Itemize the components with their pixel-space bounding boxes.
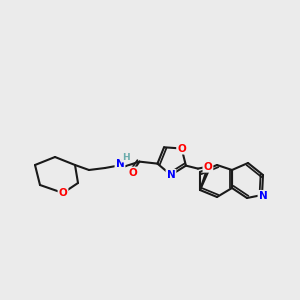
Text: O: O (203, 162, 212, 172)
Text: O: O (177, 143, 186, 154)
Text: O: O (128, 168, 137, 178)
Text: N: N (167, 170, 175, 180)
Text: N: N (259, 191, 267, 201)
Text: O: O (58, 188, 68, 198)
Text: H: H (122, 152, 130, 161)
Text: N: N (116, 159, 124, 169)
